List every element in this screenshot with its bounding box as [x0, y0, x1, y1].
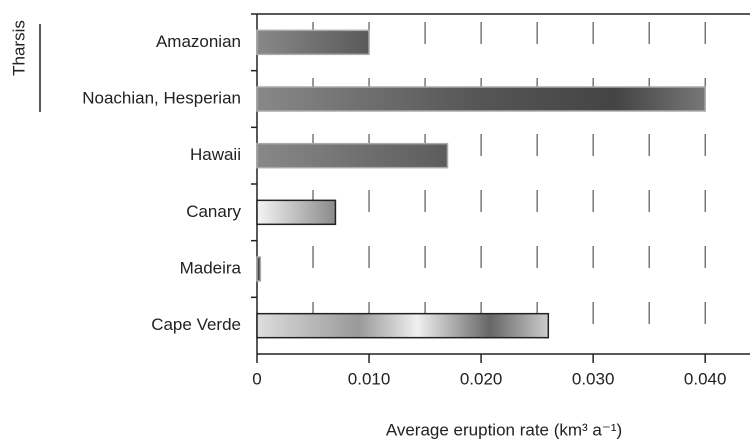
- y-tick-label: Noachian, Hesperian: [82, 88, 241, 107]
- y-tick-label: Cape Verde: [151, 315, 241, 334]
- x-tick-label: 0.010: [348, 369, 391, 388]
- x-tick-label: 0: [252, 369, 261, 388]
- bar: [256, 142, 449, 169]
- x-tick-label: 0.020: [460, 369, 503, 388]
- y-tick-label: Madeira: [180, 258, 242, 277]
- bar: [256, 86, 706, 112]
- bar: [256, 256, 262, 282]
- x-tick-label: 0.040: [684, 369, 727, 388]
- bar: [256, 312, 550, 339]
- group-label: Tharsis: [9, 20, 28, 76]
- y-tick-label: Hawaii: [190, 145, 241, 164]
- x-axis-label: Average eruption rate (km³ a⁻¹): [386, 420, 622, 439]
- y-tick-label: Canary: [186, 202, 241, 221]
- x-tick-label: 0.030: [572, 369, 615, 388]
- bar: [256, 29, 370, 56]
- y-tick-label: Amazonian: [156, 32, 241, 51]
- bar: [256, 199, 337, 226]
